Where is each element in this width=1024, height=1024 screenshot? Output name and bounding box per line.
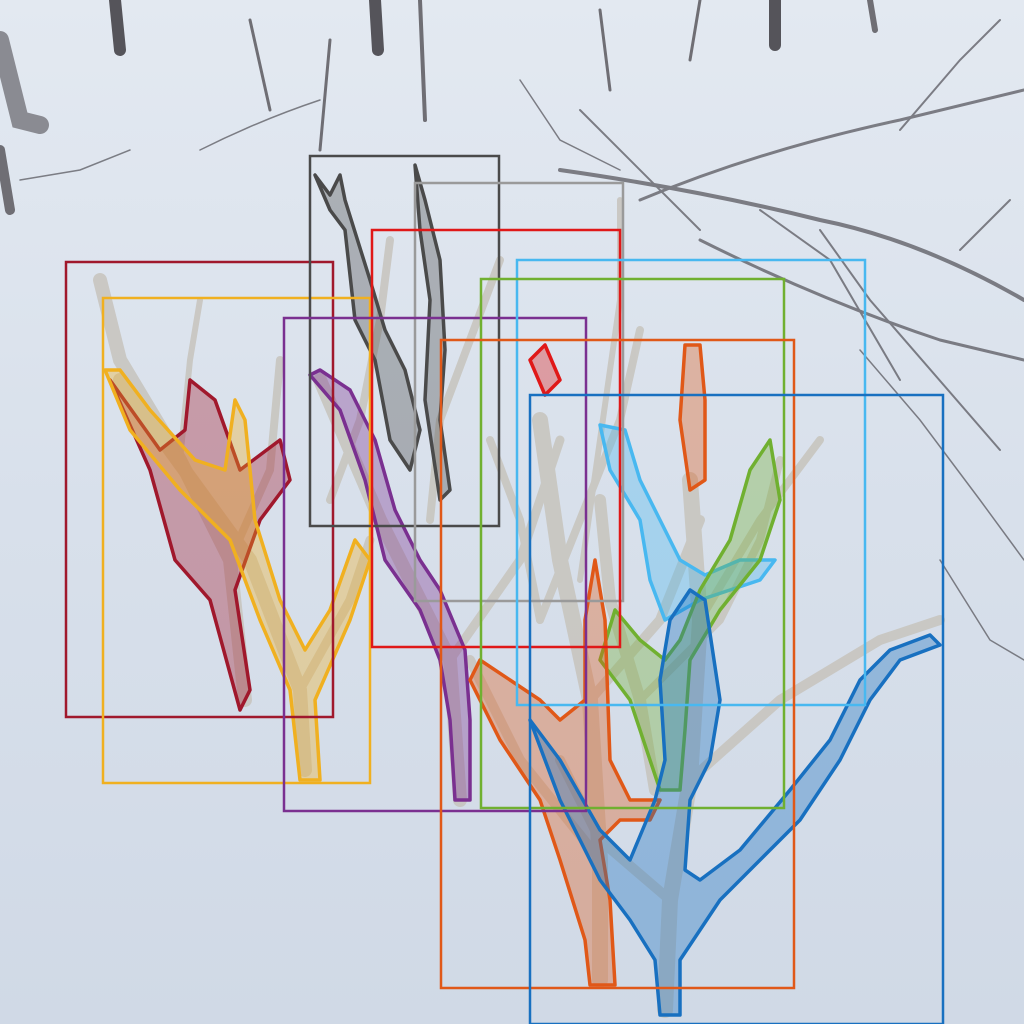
bbox-instance-9 <box>439 338 796 990</box>
bbox-instance-2 <box>101 296 372 785</box>
mask-instance-3 <box>313 173 422 472</box>
bbox-instance-4 <box>413 181 625 603</box>
mask-instance-5 <box>528 343 562 397</box>
bbox-instance-10 <box>528 393 945 1024</box>
mask-instance-2 <box>103 368 372 782</box>
mask-instance-10 <box>528 588 942 1017</box>
bounding-boxes <box>64 154 945 1024</box>
mask-instance-9 <box>468 558 662 987</box>
bbox-instance-7 <box>515 258 867 707</box>
bbox-instance-1 <box>64 260 335 719</box>
mask-instance-9b <box>678 343 707 492</box>
bbox-instance-6 <box>282 316 588 813</box>
bbox-instance-5 <box>370 228 622 649</box>
background-trees <box>0 0 878 215</box>
mask-instance-7 <box>598 423 777 622</box>
bbox-instance-8 <box>479 277 786 810</box>
instance-masks <box>103 163 942 1017</box>
mask-instance-3b <box>413 163 452 502</box>
overhanging-branches <box>19 19 1024 661</box>
